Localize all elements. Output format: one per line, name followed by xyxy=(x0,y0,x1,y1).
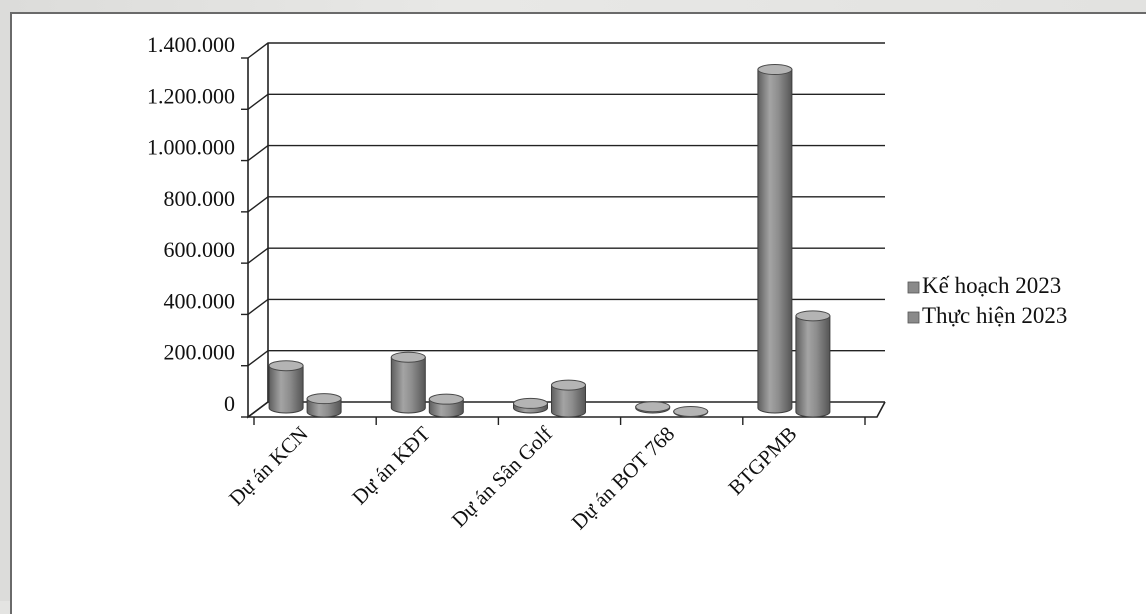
y-tick-label: 600.000 xyxy=(164,237,236,262)
bar xyxy=(428,393,464,418)
bar-top xyxy=(757,64,793,76)
chart-frame xyxy=(10,12,1146,614)
legend-swatch xyxy=(907,311,920,324)
bar xyxy=(390,351,426,414)
bar-top xyxy=(428,393,464,405)
gridline xyxy=(247,350,885,367)
bar-top xyxy=(795,310,831,322)
bar xyxy=(673,405,709,418)
bar xyxy=(513,397,548,414)
x-tick-label: BTGPMB xyxy=(723,422,801,500)
bar-chart: 0 200.000 400.000 600.000 800.000 1.000.000 1.… xyxy=(147,32,1067,535)
gridline xyxy=(247,144,885,162)
bar-top xyxy=(551,379,586,391)
y-tick-label: 400.000 xyxy=(164,288,236,313)
gridline xyxy=(247,196,885,213)
x-tick-label: Dự án KĐT xyxy=(347,421,435,509)
y-tick-label: 1.400.000 xyxy=(147,32,235,57)
bar xyxy=(268,360,304,414)
bar-body xyxy=(390,356,426,414)
bar-top xyxy=(268,360,304,372)
bar-top xyxy=(390,351,426,363)
bar-top xyxy=(635,401,671,413)
x-tick-label: Dự án BOT 768 xyxy=(567,422,680,535)
bar-top xyxy=(306,393,342,405)
bar xyxy=(551,379,586,418)
y-tick-label: 1.200.000 xyxy=(147,83,235,108)
bar xyxy=(635,401,671,414)
bar xyxy=(795,310,831,418)
legend-swatch xyxy=(907,281,920,294)
gridline xyxy=(247,42,885,59)
y-tick-label: 0 xyxy=(224,391,235,416)
legend: Kế hoạch 2023 Thực hiện 2023 xyxy=(907,273,1067,328)
gridline xyxy=(247,93,885,110)
bar-body xyxy=(757,69,793,414)
legend-entry: Thực hiện 2023 xyxy=(907,303,1067,328)
x-tick-label: Dự án KCN xyxy=(224,422,313,511)
gridline xyxy=(247,401,885,418)
y-tick-label: 800.000 xyxy=(164,186,236,211)
y-tick-label: 1.000.000 xyxy=(147,135,235,160)
bar-top xyxy=(673,405,709,417)
legend-label: Kế hoạch 2023 xyxy=(922,273,1061,298)
bar-body xyxy=(795,315,831,418)
gridline xyxy=(247,247,885,264)
legend-label: Thực hiện 2023 xyxy=(922,303,1067,328)
bar-body xyxy=(551,384,586,418)
bar-top xyxy=(513,397,548,409)
x-tick-label: Dự án Sân Golf xyxy=(447,422,557,532)
gridlines xyxy=(247,42,885,418)
bar xyxy=(306,393,342,418)
bars xyxy=(268,64,831,418)
bar-body xyxy=(268,365,304,414)
side-wall xyxy=(247,43,269,419)
bar xyxy=(757,64,793,414)
legend-entry: Kế hoạch 2023 xyxy=(907,273,1061,298)
gridline xyxy=(247,298,885,315)
floor-front-edge xyxy=(248,401,886,418)
y-axis-ticks: 0 200.000 400.000 600.000 800.000 1.000.000 1.… xyxy=(147,32,248,418)
y-tick-label: 200.000 xyxy=(164,340,236,365)
x-axis-labels: Dự án KCN Dự án KĐT Dự án Sân Golf Dự án BO… xyxy=(224,417,866,535)
